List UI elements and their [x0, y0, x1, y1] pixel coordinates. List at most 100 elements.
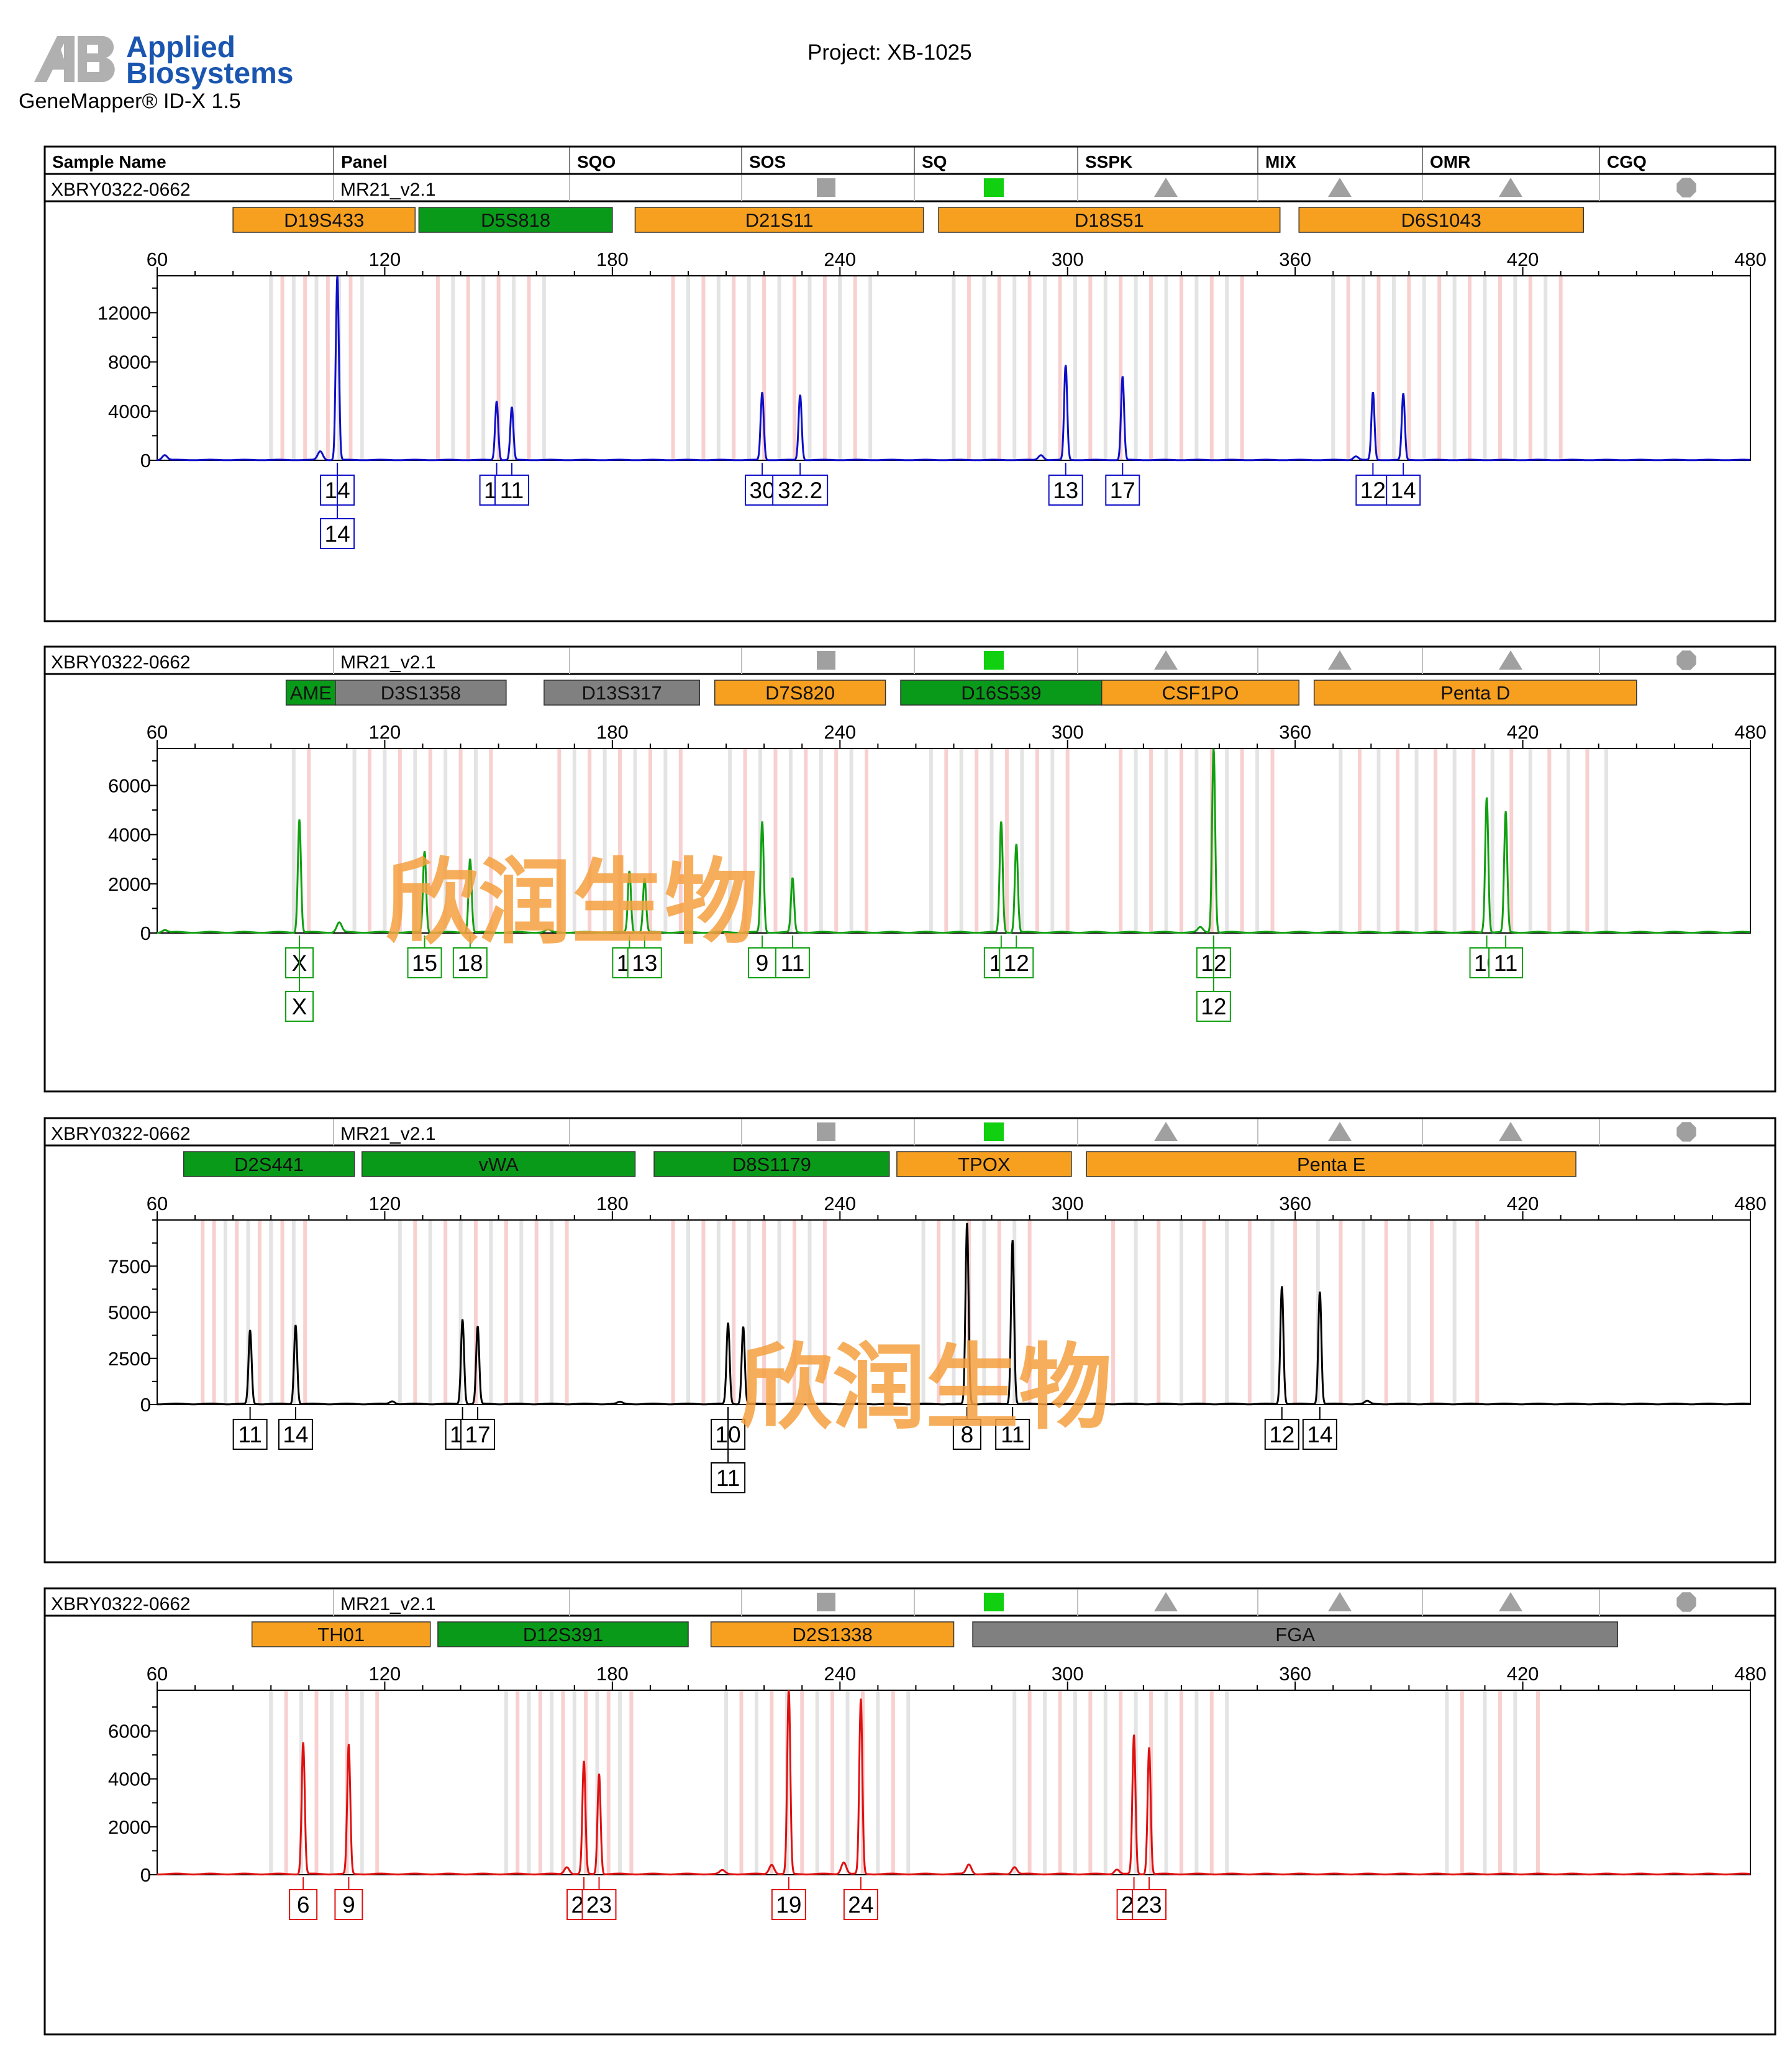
allele-bin — [952, 1220, 956, 1404]
marker-label: D16S539 — [961, 682, 1041, 704]
allele-bin — [1012, 1690, 1017, 1875]
allele-label: 11 — [1001, 1422, 1024, 1447]
x-tick-label: 480 — [1734, 248, 1767, 270]
allele-label-box — [1132, 1889, 1167, 1920]
y-tick-label: 0 — [140, 922, 151, 944]
allele-bin — [758, 749, 763, 933]
allele-bin — [853, 276, 857, 460]
x-tick-label: 120 — [369, 248, 401, 270]
allele-bin — [997, 1220, 1001, 1404]
mix-triangle-icon — [1328, 178, 1352, 197]
allele-bin — [1293, 1220, 1298, 1404]
signal-trace — [157, 1690, 1750, 1876]
allele-bin — [929, 749, 933, 933]
marker-d21s11 — [634, 207, 924, 233]
app-name: GeneMapper® ID-X 1.5 — [19, 89, 241, 113]
allele-bin — [458, 749, 463, 933]
x-tick-label: 420 — [1507, 1663, 1539, 1685]
sample-name: XBRY0322-0662 — [51, 652, 191, 673]
allele-bin — [1528, 749, 1532, 933]
allele-bin — [671, 1220, 675, 1404]
allele-bin — [770, 1690, 774, 1875]
allele-bin — [1544, 276, 1548, 460]
allele-label: 17 — [465, 1422, 490, 1447]
allele-label-box — [775, 947, 810, 978]
allele-bin — [952, 276, 956, 460]
omr-triangle-icon — [1499, 1592, 1522, 1611]
x-tick-label: 180 — [596, 248, 629, 270]
allele-bin — [504, 1690, 508, 1875]
y-tick-label: 7500 — [108, 1255, 151, 1277]
allele-label: 12 — [1004, 950, 1029, 976]
sspk-triangle-icon — [1154, 1592, 1178, 1611]
allele-bin — [527, 1690, 531, 1875]
allele-bin — [269, 1220, 273, 1404]
allele-bin — [223, 1220, 227, 1404]
allele-bin — [1396, 749, 1400, 933]
allele-bin — [1490, 749, 1494, 933]
allele-bin — [819, 749, 823, 933]
allele-bin — [966, 276, 971, 460]
applied-biosystems-logo: Applied Biosystems — [34, 31, 293, 90]
x-tick-label: 60 — [147, 1663, 168, 1685]
allele-bin — [1119, 749, 1123, 933]
allele-bin — [1407, 1220, 1411, 1404]
marker-label: D21S11 — [745, 209, 814, 231]
x-tick-label: 240 — [824, 1193, 856, 1214]
allele-label-box — [772, 475, 829, 506]
mix-triangle-icon — [1328, 1122, 1352, 1141]
allele-bin — [739, 1690, 744, 1875]
allele-bin — [1073, 276, 1077, 460]
allele-bin — [793, 1220, 796, 1404]
sos-square-icon — [817, 1122, 835, 1141]
allele-bin — [1088, 1690, 1093, 1875]
column-header-panel: Panel — [341, 152, 388, 171]
allele-bin — [307, 749, 311, 933]
allele-bin — [1270, 749, 1275, 933]
x-tick-label: 120 — [369, 1663, 401, 1685]
allele-bin — [291, 749, 296, 933]
allele-bin — [1027, 276, 1032, 460]
x-tick-label: 240 — [824, 1663, 856, 1685]
column-header-sos: SOS — [749, 152, 786, 171]
allele-bin — [1164, 749, 1168, 933]
allele-bin — [1422, 276, 1426, 460]
allele-bin — [1157, 1220, 1161, 1404]
marker-label: Penta D — [1440, 682, 1510, 704]
allele-bin — [269, 1690, 273, 1875]
allele-bin — [489, 749, 493, 933]
allele-label-box — [1355, 475, 1391, 506]
allele-bin — [538, 1690, 542, 1875]
allele-bin — [1020, 749, 1024, 933]
marker-th01 — [251, 1621, 431, 1647]
marker-label: D2S1338 — [792, 1624, 872, 1646]
allele-bin — [1164, 1690, 1168, 1875]
logo-text-biosystems: Biosystems — [126, 57, 293, 90]
allele-bin — [686, 1220, 690, 1404]
sq-square-icon — [984, 178, 1004, 197]
allele-label: 11 — [781, 950, 804, 976]
sspk-triangle-icon — [1154, 1122, 1178, 1141]
sq-square-icon — [984, 651, 1004, 670]
allele-bin — [618, 749, 622, 933]
allele-bin — [1362, 1220, 1366, 1404]
marker-d19s433 — [232, 207, 416, 233]
signal-trace — [157, 275, 1750, 462]
x-tick-label: 240 — [824, 721, 856, 743]
allele-label-box — [232, 1419, 268, 1450]
signal-trace — [157, 1222, 1750, 1406]
allele-bin — [1043, 1690, 1047, 1875]
allele-bin — [1536, 1690, 1540, 1875]
panel-name: MR21_v2.1 — [340, 652, 435, 673]
marker-d16s539 — [900, 680, 1103, 706]
allele-bin — [368, 749, 371, 933]
allele-bin — [1339, 1220, 1343, 1404]
allele-bin — [291, 276, 296, 460]
allele-bin — [542, 276, 546, 460]
y-tick-label: 2500 — [108, 1348, 151, 1370]
allele-label-box — [999, 947, 1034, 978]
column-header-row: Sample Name Panel SQO SOS SQ SSPK MIX OMR CGQ — [43, 145, 1776, 175]
allele-bin — [1005, 749, 1009, 933]
allele-bin — [906, 1690, 911, 1875]
